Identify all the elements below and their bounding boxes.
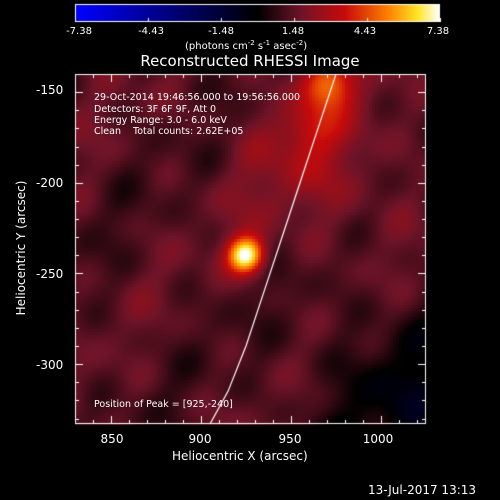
clean-counts-annotation: Clean Total counts: 2.62E+05 — [94, 126, 244, 137]
colorbar-units-label: (photons cm-2 s-1 asec-2) — [185, 39, 308, 52]
time-range-annotation: 29-Oct-2014 19:46:56.000 to 19:56:56.000 — [94, 92, 301, 103]
x-tick-label: 1000 — [362, 432, 394, 446]
y-tick-label: -250 — [36, 267, 64, 281]
y-tick-label: -150 — [36, 83, 64, 97]
colorbar-tick-label: 1.48 — [281, 26, 305, 37]
render-timestamp: 13-Jul-2017 13:13 — [368, 483, 477, 497]
colorbar-tick-label: -7.38 — [66, 26, 92, 37]
y-axis-label: Heliocentric Y (arcsec) — [14, 180, 28, 316]
x-axis-label: Heliocentric X (arcsec) — [172, 449, 308, 463]
x-tick-label: 850 — [100, 432, 124, 446]
colorbar-tick-label: -1.48 — [208, 26, 234, 37]
detectors-annotation: Detectors: 3F 6F 9F, Att 0 — [94, 104, 217, 115]
y-tick-label: -200 — [36, 176, 64, 190]
energy-range-annotation: Energy Range: 3.0 - 6.0 keV — [94, 115, 227, 126]
colorbar-tick-label: -4.43 — [138, 26, 164, 37]
y-tick-label: -300 — [36, 358, 64, 372]
x-tick-label: 950 — [278, 432, 302, 446]
x-tick-label: 900 — [188, 432, 212, 446]
colorbar-tick-label: 4.43 — [353, 26, 377, 37]
peak-position-annotation: Position of Peak = [925,-240] — [94, 399, 233, 410]
colorbar-tick-label: 7.38 — [426, 26, 450, 37]
plot-title: Reconstructed RHESSI Image — [140, 52, 360, 70]
